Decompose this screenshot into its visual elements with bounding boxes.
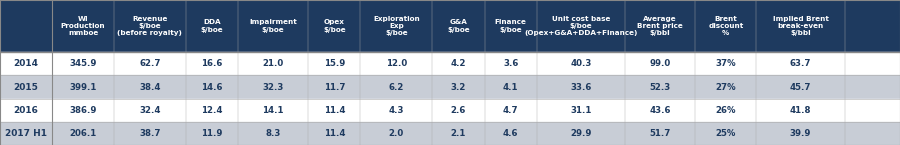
Text: 2.1: 2.1 — [451, 129, 466, 138]
Text: G&A
$/boe: G&A $/boe — [447, 19, 470, 33]
Text: 4.6: 4.6 — [503, 129, 518, 138]
Text: 99.0: 99.0 — [650, 59, 670, 68]
Text: 345.9: 345.9 — [69, 59, 96, 68]
Text: 16.6: 16.6 — [202, 59, 222, 68]
Text: 2014: 2014 — [14, 59, 39, 68]
Text: 31.1: 31.1 — [571, 106, 591, 115]
Text: Implied Brent
break-even
$/bbl: Implied Brent break-even $/bbl — [772, 16, 829, 36]
Text: 39.9: 39.9 — [790, 129, 811, 138]
Bar — [0, 52, 900, 75]
Text: 4.3: 4.3 — [389, 106, 404, 115]
Text: DDA
$/boe: DDA $/boe — [201, 19, 223, 33]
Text: 3.2: 3.2 — [451, 83, 466, 91]
Text: 12.4: 12.4 — [202, 106, 222, 115]
Text: 26%: 26% — [716, 106, 736, 115]
Text: Exploration
Exp
$/boe: Exploration Exp $/boe — [374, 16, 419, 36]
Text: Average
Brent price
$/bbl: Average Brent price $/bbl — [637, 16, 683, 36]
Text: 11.4: 11.4 — [324, 106, 345, 115]
Text: 2.6: 2.6 — [451, 106, 466, 115]
Text: 43.6: 43.6 — [650, 106, 670, 115]
Text: Opex
$/boe: Opex $/boe — [323, 19, 346, 33]
Text: 4.7: 4.7 — [503, 106, 518, 115]
Text: Impairment
$/boe: Impairment $/boe — [249, 19, 297, 33]
Text: 14.6: 14.6 — [202, 83, 222, 91]
Text: 51.7: 51.7 — [650, 129, 670, 138]
Text: 32.3: 32.3 — [263, 83, 284, 91]
Text: 38.7: 38.7 — [140, 129, 160, 138]
Text: 14.1: 14.1 — [263, 106, 284, 115]
Text: 25%: 25% — [716, 129, 736, 138]
Text: 52.3: 52.3 — [650, 83, 670, 91]
Text: 2.0: 2.0 — [389, 129, 404, 138]
Bar — [0, 0, 52, 52]
Text: 11.9: 11.9 — [202, 129, 222, 138]
Text: Unit cost base
$/boe
(Opex+G&A+DDA+Finance): Unit cost base $/boe (Opex+G&A+DDA+Finan… — [525, 16, 637, 36]
Text: 62.7: 62.7 — [140, 59, 160, 68]
Text: 3.6: 3.6 — [503, 59, 518, 68]
Text: 29.9: 29.9 — [571, 129, 591, 138]
Text: 27%: 27% — [716, 83, 736, 91]
Text: 2016: 2016 — [14, 106, 39, 115]
Text: 4.2: 4.2 — [451, 59, 466, 68]
Text: 206.1: 206.1 — [69, 129, 96, 138]
Text: 11.4: 11.4 — [324, 129, 345, 138]
Text: 38.4: 38.4 — [140, 83, 160, 91]
Text: 40.3: 40.3 — [571, 59, 591, 68]
Text: 386.9: 386.9 — [69, 106, 96, 115]
Text: 11.7: 11.7 — [324, 83, 345, 91]
Text: WI
Production
mmboe: WI Production mmboe — [60, 16, 105, 36]
Text: 63.7: 63.7 — [790, 59, 811, 68]
Text: Finance
$/boe: Finance $/boe — [495, 19, 526, 33]
Bar — [0, 75, 900, 99]
Text: 41.8: 41.8 — [790, 106, 811, 115]
Text: 4.1: 4.1 — [503, 83, 518, 91]
Text: 2015: 2015 — [14, 83, 39, 91]
Text: 399.1: 399.1 — [69, 83, 96, 91]
Text: Revenue
$/boe
(before royalty): Revenue $/boe (before royalty) — [117, 16, 183, 36]
Text: 6.2: 6.2 — [389, 83, 404, 91]
Text: 12.0: 12.0 — [386, 59, 407, 68]
Text: 37%: 37% — [716, 59, 736, 68]
Text: 32.4: 32.4 — [140, 106, 160, 115]
Text: 21.0: 21.0 — [263, 59, 284, 68]
Text: 33.6: 33.6 — [571, 83, 591, 91]
Text: Brent
discount
%: Brent discount % — [708, 16, 743, 36]
Text: 15.9: 15.9 — [324, 59, 345, 68]
Bar — [0, 99, 900, 122]
Text: 2017 H1: 2017 H1 — [5, 129, 47, 138]
Text: 45.7: 45.7 — [790, 83, 811, 91]
Bar — [0, 122, 900, 145]
Text: 8.3: 8.3 — [266, 129, 281, 138]
Bar — [52, 0, 900, 52]
